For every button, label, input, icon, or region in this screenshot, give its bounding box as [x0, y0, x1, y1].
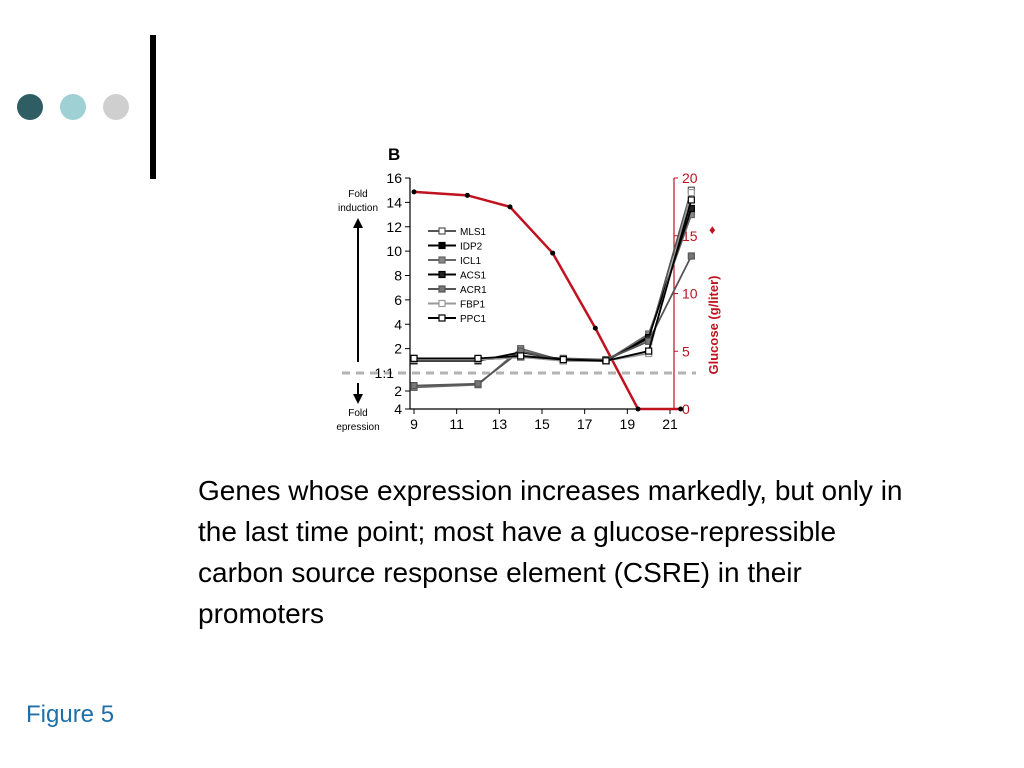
series-point-ppc1	[410, 354, 418, 362]
fold-repression-arrowhead	[353, 394, 363, 404]
legend-label: PPC1	[460, 314, 487, 325]
series-point-ppc1	[645, 347, 653, 355]
legend-marker	[438, 314, 446, 322]
decor-dot-dark	[17, 94, 43, 120]
legend-marker	[438, 256, 446, 264]
legend-marker	[438, 241, 446, 250]
right-axis-label: Glucose (g/liter)	[706, 276, 721, 375]
left-tick-label: 4	[394, 401, 402, 417]
legend-label: ICL1	[460, 256, 482, 267]
right-tick-label: 5	[682, 343, 690, 359]
x-tick-label: 19	[620, 416, 636, 432]
legend-marker	[438, 299, 446, 308]
series-point-acr1	[474, 380, 482, 388]
series-point-ppc1	[687, 196, 695, 204]
left-tick-label: 16	[386, 170, 402, 186]
glucose-point	[678, 406, 684, 412]
x-tick-label: 13	[492, 416, 508, 432]
series-point-ppc1	[474, 354, 482, 362]
legend-label: ACR1	[460, 285, 487, 296]
glucose-point	[464, 192, 470, 198]
x-tick-label: 21	[662, 416, 678, 432]
left-tick-label: 12	[386, 219, 402, 235]
right-tick-label: 20	[682, 170, 698, 186]
fold-induction-label-line1: Fold	[348, 189, 367, 200]
legend-marker	[438, 270, 446, 279]
glucose-line	[413, 190, 681, 411]
glucose-point	[507, 204, 513, 210]
decor-dot-gray	[103, 94, 129, 120]
legend-label: FBP1	[460, 300, 485, 311]
left-tick-label: 4	[394, 316, 402, 332]
left-tick-label: 14	[386, 194, 402, 210]
glucose-point	[592, 325, 598, 331]
left-tick-label: 2	[394, 341, 402, 357]
series-point-acr1	[410, 382, 418, 390]
legend-marker	[438, 227, 446, 235]
legend-label: ACS1	[460, 271, 487, 282]
left-tick-label: 10	[386, 243, 402, 259]
series-point-fbp1	[687, 189, 695, 197]
decor-dot-light	[60, 94, 86, 120]
glucose-point	[550, 250, 556, 256]
fold-induction-arrowhead	[353, 218, 363, 228]
fold-induction-label-line2: induction	[338, 203, 378, 214]
series-point-acr1	[687, 252, 695, 260]
fold-repression-label-line1: Fold	[348, 408, 367, 419]
legend-label: IDP2	[460, 242, 483, 253]
baseline-tick-label: 1:1	[375, 365, 395, 381]
x-tick-label: 17	[577, 416, 593, 432]
right-tick-label: 10	[682, 286, 698, 302]
left-tick-label: 6	[394, 292, 402, 308]
x-tick-label: 9	[410, 416, 418, 432]
caption-text: Genes whose expression increases markedl…	[198, 475, 903, 629]
x-tick-label: 15	[534, 416, 550, 432]
right-axis-marker: ♦	[709, 222, 716, 237]
figure-label: Figure 5	[26, 701, 115, 728]
decor-vertical-bar	[150, 35, 156, 179]
panel-label: B	[388, 145, 400, 164]
chart: B Fold induction Fold epression 16 14 12 10…	[336, 145, 721, 433]
series-point-ppc1	[517, 352, 525, 360]
series-point-ppc1	[559, 355, 567, 364]
right-tick-label: 0	[682, 401, 690, 417]
fold-repression-label-line2: epression	[336, 422, 379, 433]
legend-marker	[438, 285, 446, 293]
left-tick-label: 2	[394, 383, 402, 399]
legend-label: MLS1	[460, 227, 487, 238]
glucose-point	[411, 189, 417, 195]
glucose-point	[635, 406, 641, 412]
x-tick-label: 11	[449, 416, 464, 432]
left-tick-label: 8	[394, 268, 402, 284]
series-point-ppc1	[602, 357, 610, 365]
